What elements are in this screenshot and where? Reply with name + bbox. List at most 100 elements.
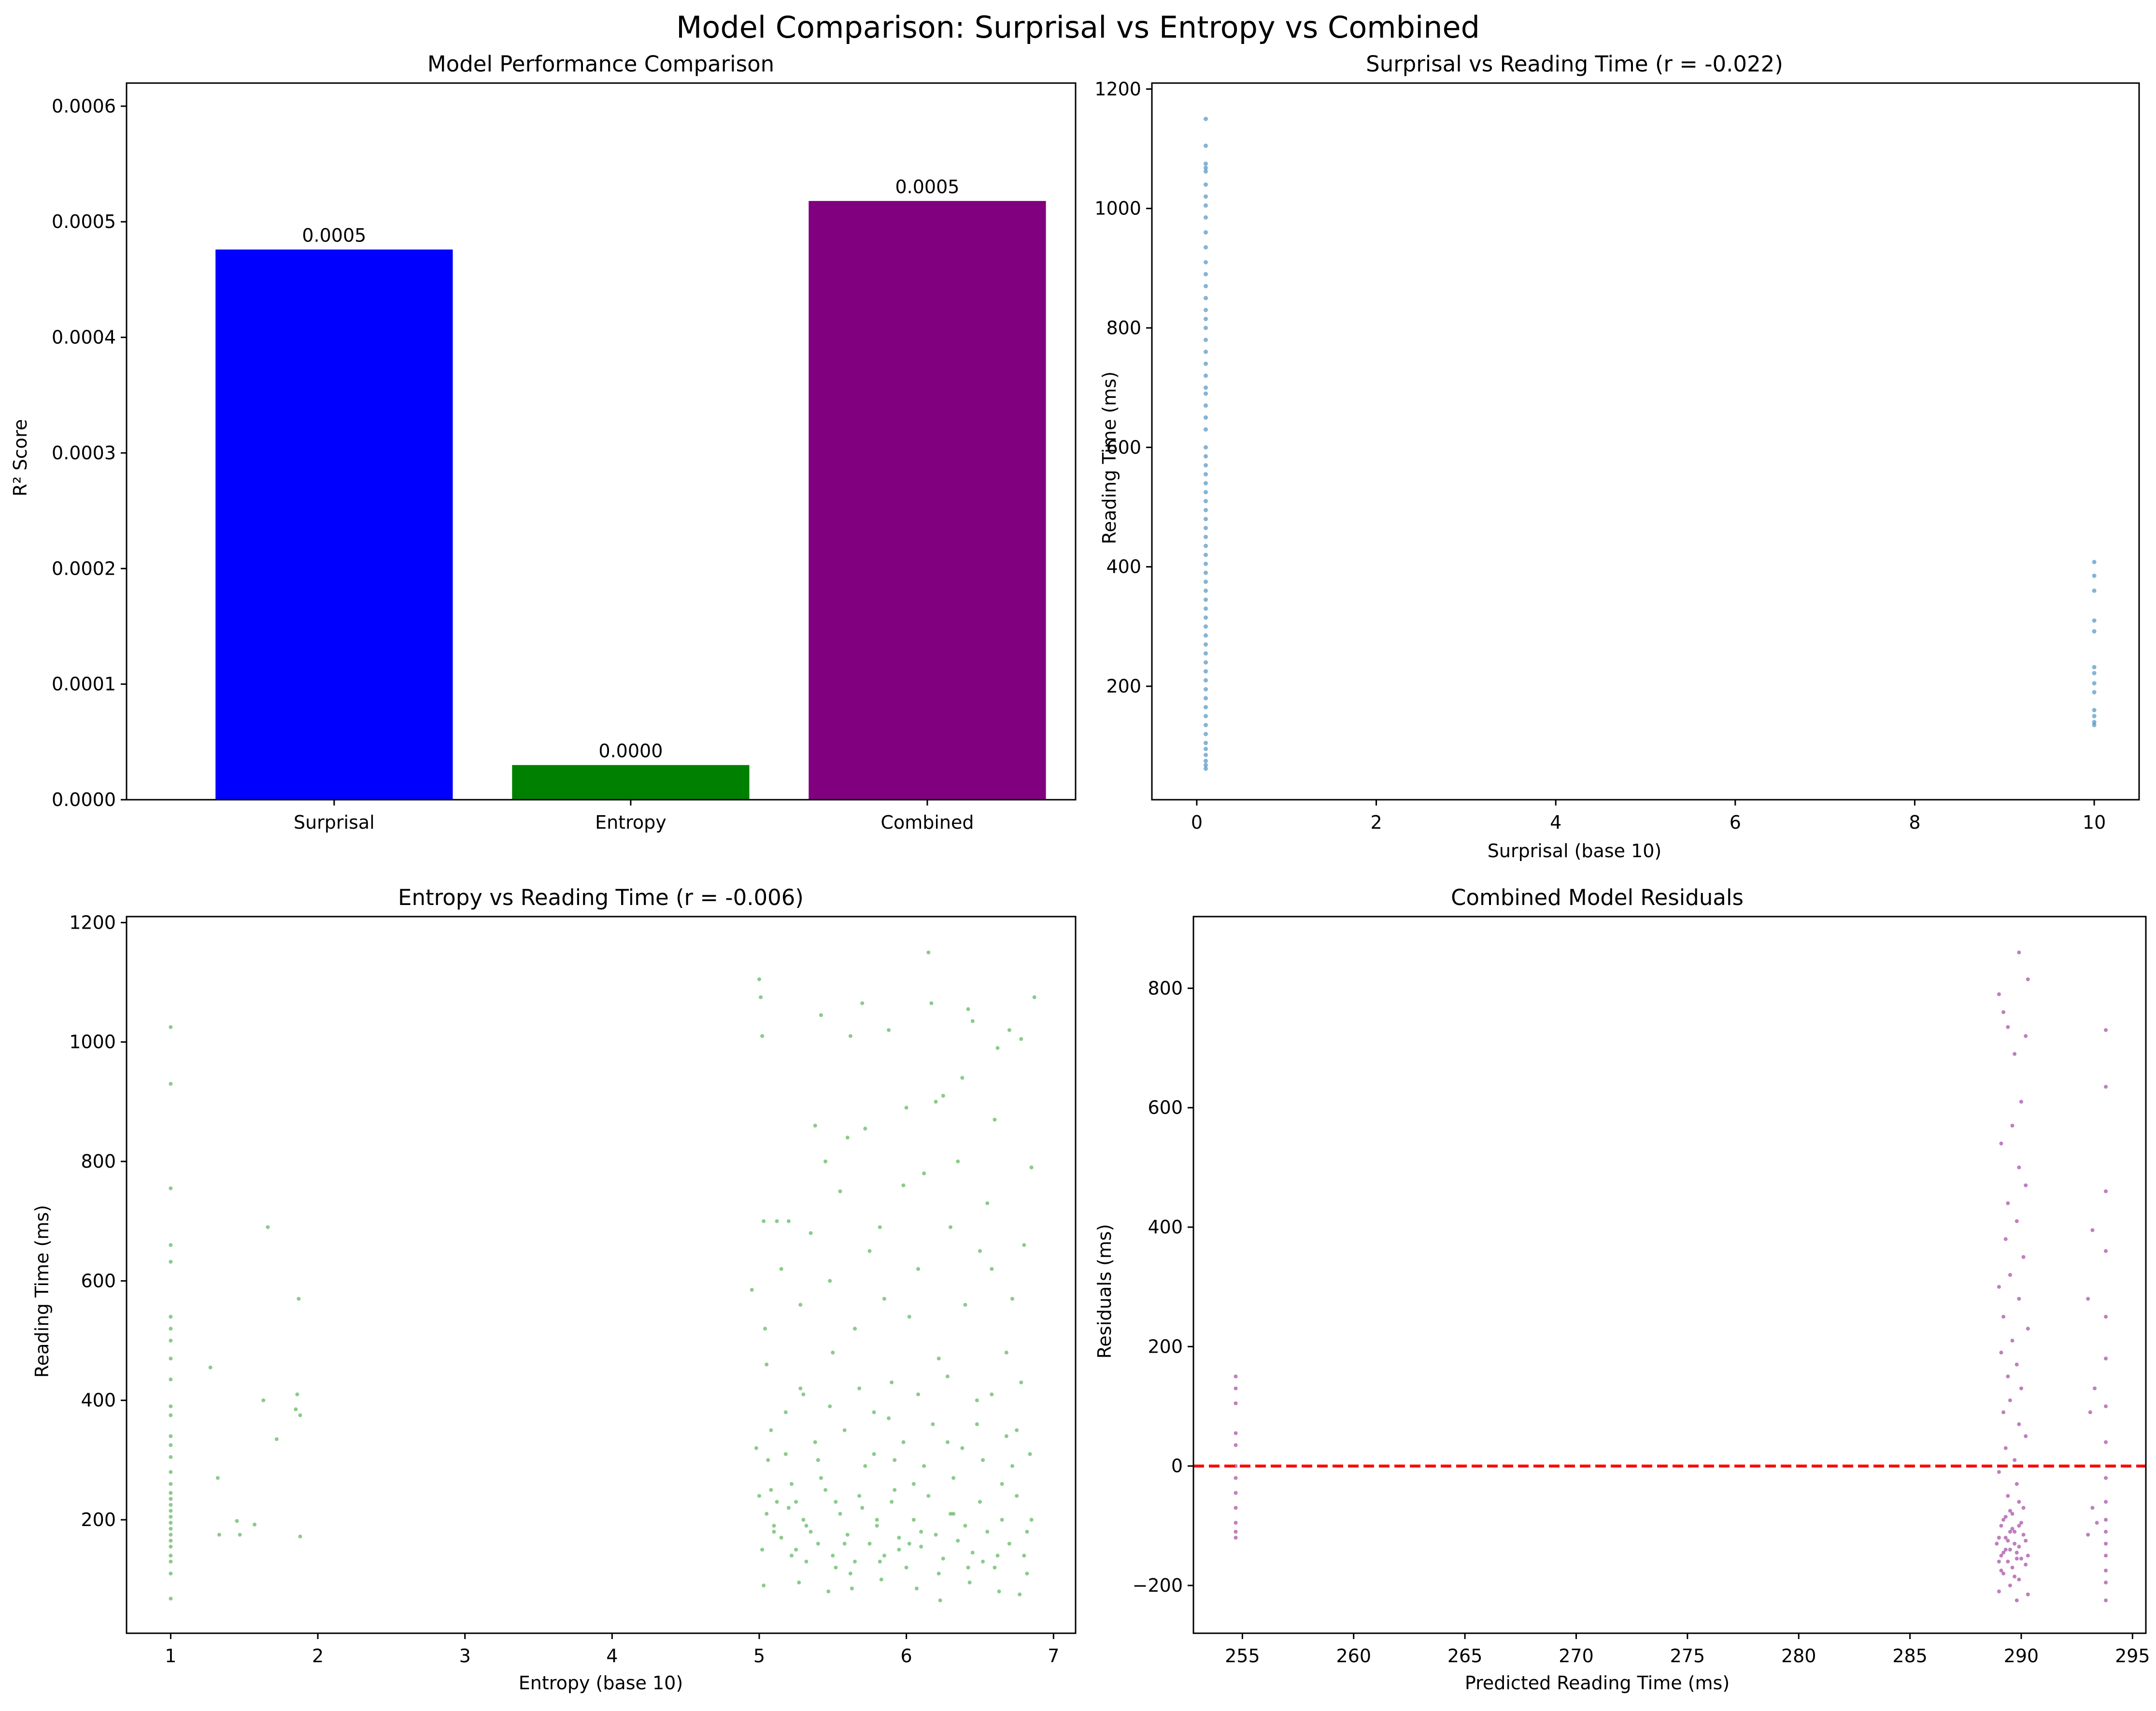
data-point [1203, 597, 1208, 602]
data-point [2008, 1529, 2012, 1534]
data-point [1999, 1350, 2003, 1355]
x-tick-label: 285 [1892, 1645, 1928, 1667]
data-point [2010, 1123, 2014, 1128]
data-point [1203, 747, 1208, 751]
panel2-marks: 0 2 4 6 8 10 200 400 600 800 1000 1200 [1094, 78, 2106, 833]
data-point [1203, 385, 1208, 390]
data-point [2008, 1584, 2012, 1588]
data-point [945, 1440, 950, 1444]
data-point [1019, 1037, 1023, 1041]
data-point [1234, 1374, 1238, 1379]
data-point [1203, 508, 1208, 512]
data-point [2092, 720, 2097, 724]
data-point [169, 1413, 173, 1417]
bar-surprisal [215, 249, 453, 800]
data-point [1203, 615, 1208, 620]
bar-value-label: 0.0005 [895, 176, 959, 198]
data-point [169, 1315, 173, 1319]
data-point [759, 995, 763, 999]
data-point [1025, 1571, 1029, 1576]
data-point [2001, 1571, 2006, 1576]
data-point [1203, 543, 1208, 548]
data-point [772, 1529, 776, 1534]
data-point [981, 1559, 985, 1564]
data-point [169, 1491, 173, 1495]
data-point [1203, 245, 1208, 250]
y-tick-label: 600 [1106, 437, 1141, 458]
data-point [2003, 1237, 2008, 1241]
data-point [762, 1584, 766, 1588]
data-point [857, 1494, 862, 1498]
data-point [169, 1597, 173, 1601]
data-point [813, 1440, 817, 1444]
data-point [757, 977, 761, 981]
data-point [2019, 1386, 2023, 1390]
data-point [831, 1554, 835, 1558]
data-point [931, 1422, 935, 1427]
data-point [1203, 722, 1208, 727]
data-point [801, 1518, 806, 1522]
data-point [914, 1586, 919, 1591]
data-point [169, 1082, 173, 1086]
data-point [169, 1554, 173, 1558]
y-tick-label: 0.0005 [52, 211, 116, 232]
data-point [956, 1539, 960, 1543]
data-point [783, 1410, 788, 1414]
data-point [1997, 1589, 2001, 1594]
data-point [298, 1413, 302, 1417]
data-point [1203, 283, 1208, 288]
data-point [2024, 1539, 2028, 1543]
data-point [1997, 1285, 2001, 1289]
data-point [1234, 1506, 1238, 1510]
data-point [169, 1544, 173, 1549]
y-tick-label: 800 [81, 1151, 116, 1172]
data-point [985, 1201, 990, 1205]
data-point [1234, 1529, 1238, 1534]
data-point [2008, 1273, 2012, 1277]
panel3-ylabel: Reading Time (ms) [31, 1205, 53, 1378]
data-point [2017, 1297, 2021, 1301]
x-tick-label: 6 [901, 1645, 912, 1667]
data-point [169, 1509, 173, 1513]
data-point [1010, 1464, 1014, 1468]
data-point [169, 1339, 173, 1343]
data-point [1203, 463, 1208, 467]
x-tick-label: 280 [1781, 1645, 1816, 1667]
data-point [2104, 1476, 2108, 1480]
data-point [1022, 1554, 1026, 1558]
data-point [1203, 391, 1208, 396]
data-point [1203, 552, 1208, 557]
data-point [1203, 272, 1208, 277]
panel4-xlabel: Predicted Reading Time (ms) [1465, 1672, 1730, 1694]
data-point [2092, 560, 2097, 565]
data-point [1203, 651, 1208, 656]
data-point [1029, 1165, 1034, 1170]
data-point [967, 1580, 972, 1584]
data-point [887, 1416, 891, 1420]
data-point [1010, 1297, 1014, 1301]
data-point [875, 1518, 879, 1522]
data-point [169, 1455, 173, 1459]
data-point [804, 1524, 808, 1528]
data-point [966, 1007, 970, 1011]
data-point [919, 1544, 923, 1549]
y-tick-label: 0.0002 [52, 558, 116, 579]
data-point [2104, 1028, 2108, 1032]
data-point [1004, 1350, 1008, 1355]
data-point [2014, 1556, 2019, 1561]
data-point [934, 1100, 938, 1104]
data-point [2104, 1518, 2108, 1522]
data-point [235, 1519, 239, 1523]
x-tick-label: 8 [1909, 812, 1920, 833]
panel-residuals-scatter: Combined Model Residuals Predicted Readi… [1094, 885, 2150, 1694]
data-point [1203, 525, 1208, 530]
data-point [2014, 1482, 2019, 1486]
data-point [2104, 1249, 2108, 1253]
data-point [1000, 1482, 1004, 1486]
data-point [274, 1437, 279, 1442]
figure-suptitle: Model Comparison: Surprisal vs Entropy v… [676, 10, 1480, 45]
data-point [2008, 1547, 2012, 1552]
data-point [956, 1160, 960, 1164]
x-tick-label: Entropy [595, 812, 667, 833]
data-point [2008, 1509, 2012, 1513]
